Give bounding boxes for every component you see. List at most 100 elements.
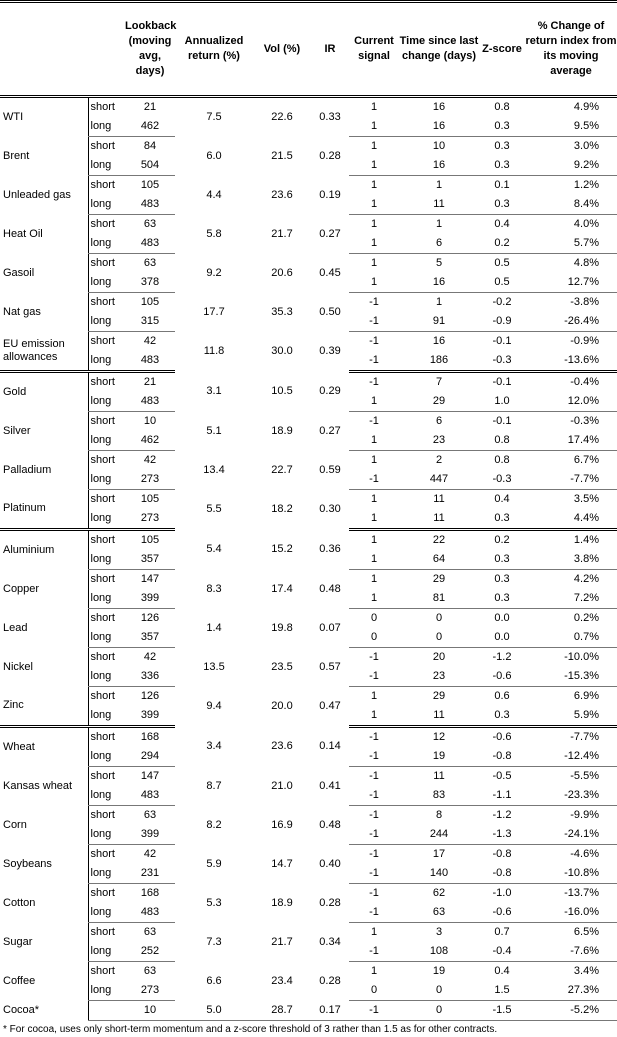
table-row: long 483 -1 186 -0.3 -13.6%: [0, 351, 617, 373]
term-label: short: [87, 136, 125, 156]
z-score-cell: 0.0: [494, 612, 510, 624]
term-label: short: [87, 569, 125, 589]
z-score-cell: 0.4: [494, 493, 510, 505]
signal-cell: 1: [370, 573, 378, 585]
table-row: long 273 -1 447 -0.3 -7.7%: [0, 470, 617, 490]
annualized-return-cell: 3.4: [206, 740, 222, 752]
term-label: short: [87, 647, 125, 667]
term-label: short: [87, 766, 125, 786]
signal-cell: 1: [349, 706, 399, 728]
vol-cell: 17.4: [271, 582, 293, 595]
ir-cell: 0.57: [319, 660, 341, 673]
table-row: Copper short 147 8.3 17.4 0.48 1 29 0.3 4.2%: [0, 569, 617, 595]
pct-change-cell: 17.4%: [525, 431, 617, 451]
lookback-cell: 504: [125, 156, 175, 176]
commodity-name: Aluminium: [3, 543, 55, 556]
commodity-name: Zinc: [0, 686, 88, 728]
pct-change-cell: 4.8%: [573, 257, 599, 269]
z-score-cell: 0.3: [494, 140, 510, 152]
signal-cell: -1: [349, 667, 399, 687]
ir-cell: 0.40: [319, 857, 341, 870]
table-row: long 273 1 11 0.3 4.4%: [0, 509, 617, 531]
time-since-change-cell: 1: [435, 218, 443, 230]
pct-change-cell: -13.6%: [525, 351, 617, 373]
lookback-cell: 399: [125, 825, 175, 845]
pct-change-cell: -0.9%: [570, 335, 599, 347]
term-label: long: [87, 550, 125, 570]
ir-cell: 0.19: [319, 188, 341, 201]
pct-change-cell: 12.0%: [525, 392, 617, 412]
time-since-change-cell: 0: [435, 612, 443, 624]
term-label: short: [87, 961, 125, 981]
table-row: Nickel short 42 13.5 23.5 0.57 -1 20 -1.2 -10.0%: [0, 647, 617, 673]
z-score-cell: -0.9: [479, 312, 525, 332]
pct-change-cell: -0.4%: [570, 376, 599, 388]
lookback-cell: 462: [125, 117, 175, 137]
lookback-cell: 84: [143, 140, 157, 152]
lookback-cell: 231: [125, 864, 175, 884]
time-since-change-cell: 11: [433, 493, 445, 505]
signal-cell: -1: [369, 415, 379, 427]
signal-cell: -1: [369, 848, 379, 860]
annualized-return-cell: 8.3: [206, 582, 222, 595]
z-score-cell: -0.1: [492, 376, 512, 388]
ir-cell: 0.27: [319, 424, 341, 437]
pct-change-cell: -10.0%: [564, 651, 599, 663]
pct-change-cell: -12.4%: [525, 747, 617, 767]
ir-cell: 0.14: [319, 740, 341, 752]
ir-cell: 0.34: [319, 935, 341, 948]
time-since-change-cell: 0: [399, 981, 479, 1001]
annualized-return-cell: 7.5: [206, 110, 222, 123]
time-since-change-cell: 29: [399, 392, 479, 412]
vol-cell: 30.0: [271, 345, 293, 357]
pct-change-cell: -3.8%: [570, 296, 599, 308]
table-row: long 483 -1 63 -0.6 -16.0%: [0, 903, 617, 923]
pct-change-cell: -0.3%: [570, 415, 599, 427]
pct-change-cell: -7.6%: [525, 942, 617, 962]
time-since-change-cell: 11: [399, 195, 479, 215]
signal-cell: -1: [369, 887, 379, 899]
time-since-change-cell: 63: [399, 903, 479, 923]
lookback-cell: 399: [125, 706, 175, 728]
column-header: [0, 2, 88, 97]
pct-change-cell: -10.8%: [525, 864, 617, 884]
pct-change-cell: -9.9%: [570, 809, 599, 821]
signal-cell: -1: [349, 312, 399, 332]
pct-change-cell: -7.7%: [570, 731, 599, 743]
z-score-cell: 0.4: [494, 218, 510, 230]
z-score-cell: 0.4: [494, 965, 510, 977]
annualized-return-cell: 13.4: [203, 463, 225, 476]
signal-cell: -1: [349, 470, 399, 490]
z-score-cell: -1.3: [479, 825, 525, 845]
ir-cell: 0.36: [319, 543, 341, 555]
vol-cell: 18.2: [271, 503, 293, 515]
table-row: Wheat short 168 3.4 23.6 0.14 -1 12 -0.6 -7.7%: [0, 726, 617, 753]
ir-cell: 0.27: [319, 227, 341, 240]
z-score-cell: -0.8: [479, 864, 525, 884]
pct-change-cell: 3.8%: [525, 550, 617, 570]
signal-cell: -1: [369, 651, 379, 663]
lookback-cell: 273: [125, 470, 175, 490]
lookback-cell: 252: [125, 942, 175, 962]
term-label: long: [87, 234, 125, 254]
term-label: long: [87, 628, 125, 648]
vol-cell: 23.5: [271, 660, 293, 673]
table-row: long 357 0 0 0.0 0.7%: [0, 628, 617, 648]
table-row: long 273 0 0 1.5 27.3%: [0, 981, 617, 1001]
signal-cell: -1: [369, 809, 379, 821]
table-row: Lead short 126 1.4 19.8 0.07 0 0 0.0 0.2%: [0, 608, 617, 634]
table-row: Soybeans short 42 5.9 14.7 0.40 -1 17 -0.8 -4.6%: [0, 844, 617, 870]
pct-change-cell: 1.2%: [573, 179, 599, 191]
commodity-name: Gold: [3, 385, 27, 398]
signal-cell: 0: [370, 612, 378, 624]
term-label: short: [87, 214, 125, 234]
lookback-cell: 63: [143, 218, 157, 230]
term-label: long: [87, 589, 125, 609]
pct-change-cell: 0.7%: [525, 628, 617, 648]
z-score-cell: 0.3: [494, 573, 510, 585]
column-header: % Change of return index from its moving…: [525, 20, 617, 77]
time-since-change-cell: 16: [432, 335, 446, 347]
lookback-cell: 105: [140, 296, 160, 308]
time-since-change-cell: 244: [399, 825, 479, 845]
ir-cell: 0.29: [319, 385, 341, 397]
